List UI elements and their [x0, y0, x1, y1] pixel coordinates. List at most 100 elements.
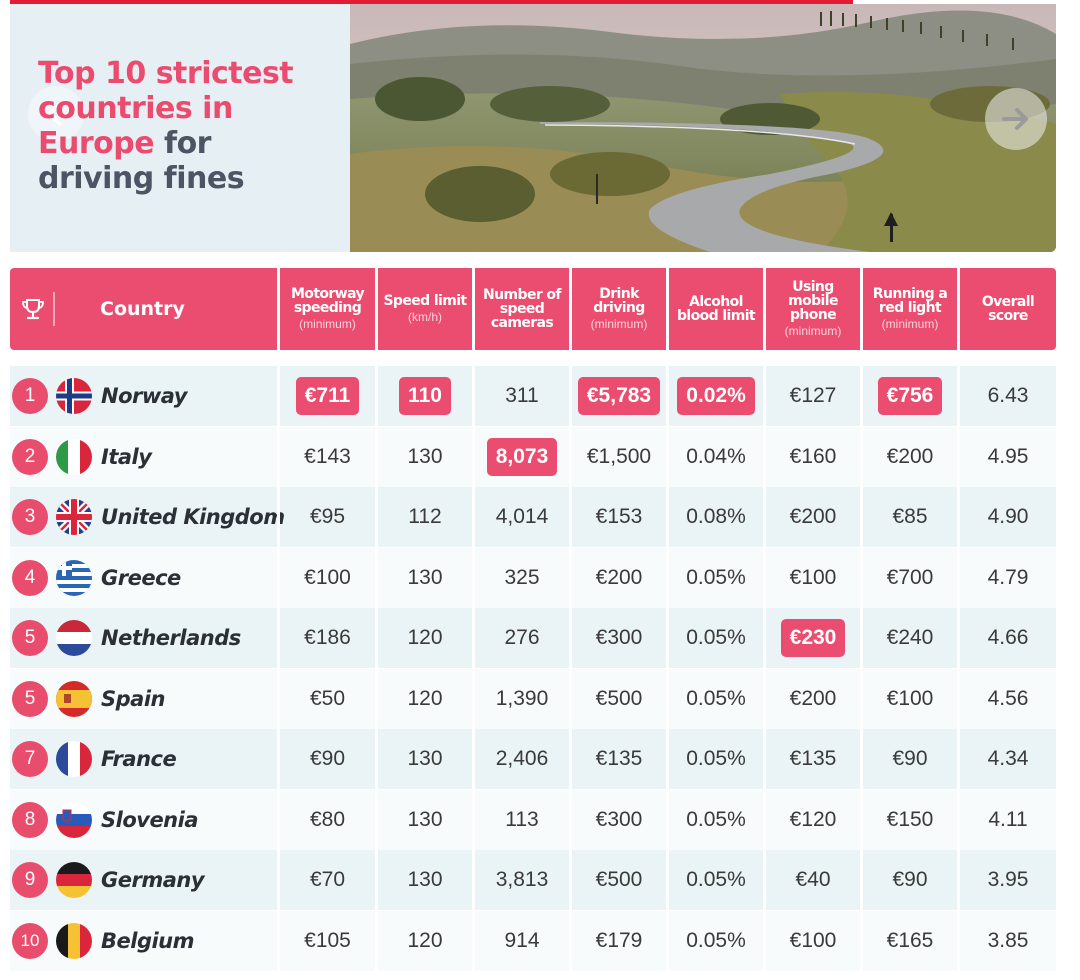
rank-badge: 5	[12, 620, 48, 656]
country-name: Spain	[101, 686, 165, 711]
table-row[interactable]: 3 United Kingdom €95 112 4,014 €153 0.08% €200 €…	[10, 487, 1056, 547]
cell-motorway: €90	[280, 729, 375, 789]
cell-value: 4,014	[495, 505, 549, 528]
column-divider	[860, 850, 863, 910]
netherlands-flag-icon	[56, 620, 92, 656]
column-divider	[763, 668, 766, 729]
header-motorway[interactable]: Motorway speeding (minimum)	[280, 268, 375, 350]
cell-value: 6.43	[987, 384, 1029, 407]
cell-alcohol: 0.02%	[669, 366, 763, 426]
cell-speed_limit: 130	[378, 427, 472, 487]
cell-cameras: 8,073	[475, 427, 569, 487]
cell-score: 4.56	[960, 669, 1056, 729]
hero-banner: Top 10 strictest countries in Europe for…	[10, 4, 1056, 252]
cell-drink: €500	[572, 669, 666, 729]
cell-value: 130	[407, 747, 443, 770]
header-cameras[interactable]: Number of speed cameras	[475, 268, 569, 350]
cell-redlight: €700	[863, 548, 957, 608]
table-row[interactable]: 2 Italy €143 130 8,073 €1,500 0.04% €160 €200 4.9…	[10, 426, 1056, 487]
cell-value: €500	[595, 686, 643, 710]
column-divider	[472, 608, 475, 668]
column-divider	[569, 487, 572, 547]
column-divider	[957, 487, 960, 547]
rank-badge: 1	[12, 378, 48, 414]
cell-value: 4.66	[987, 626, 1029, 649]
cell-motorway: €105	[280, 911, 375, 971]
header-label: Alcohol blood limit	[676, 294, 756, 324]
belgium-flag-icon	[56, 922, 92, 959]
rank-badge: 8	[12, 801, 48, 838]
slovenia-flag-icon	[56, 801, 92, 838]
table-row[interactable]: 8 Slovenia €80 130 113 €300 0.05% €120 €150 4.11	[10, 789, 1056, 850]
cell-score: 4.90	[960, 487, 1056, 547]
cell-value: €160	[789, 444, 837, 468]
table-row[interactable]: 4 Greece €100 130 325 €200 0.05% €100 €700 4.79	[10, 547, 1056, 608]
country-name: Slovenia	[101, 807, 199, 832]
header-country[interactable]: Country	[100, 298, 185, 320]
cell-motorway: €100	[280, 548, 375, 608]
column-divider	[375, 850, 378, 910]
table-row[interactable]: 10 Belgium €105 120 914 €179 0.05% €100 €165 3.85	[10, 910, 1056, 971]
column-divider	[666, 426, 669, 487]
header-sublabel: (minimum)	[881, 317, 939, 331]
table-row[interactable]: 9 Germany €70 130 3,813 €500 0.05% €40 €90 3.95	[10, 850, 1056, 910]
cell-alcohol: 0.05%	[669, 608, 763, 668]
column-divider	[763, 426, 766, 487]
previous-slide-button[interactable]	[28, 86, 84, 142]
cell-value: 130	[407, 565, 443, 589]
country-name: Netherlands	[101, 626, 241, 650]
column-divider	[763, 487, 766, 547]
header-label: Drink driving	[593, 286, 645, 316]
cell-value: €90	[892, 868, 928, 891]
column-divider	[860, 366, 863, 426]
next-slide-button[interactable]	[985, 88, 1047, 150]
cell-alcohol: 0.05%	[669, 790, 763, 850]
highlighted-value: 0.02%	[677, 377, 755, 415]
column-divider	[666, 547, 669, 608]
column-divider	[860, 608, 863, 668]
cell-value: €85	[892, 505, 928, 528]
cell-value: 120	[407, 686, 443, 710]
cell-value: 0.04%	[686, 444, 746, 468]
cell-mobile: €100	[766, 548, 860, 608]
header-speed_limit[interactable]: Speed limit (km/h)	[378, 268, 472, 350]
cell-value: 0.05%	[686, 747, 746, 770]
greece-flag-icon	[56, 559, 92, 596]
header-label: Overall score	[981, 294, 1035, 324]
table-row[interactable]: 7 France €90 130 2,406 €135 0.05% €135 €90 4.34	[10, 729, 1056, 789]
column-divider	[277, 729, 280, 789]
cell-drink: €153	[572, 487, 666, 547]
cell-motorway: €711	[280, 366, 375, 426]
column-divider	[957, 426, 960, 487]
highlighted-value: €5,783	[577, 377, 661, 415]
cell-alcohol: 0.05%	[669, 548, 763, 608]
cell-value: 0.05%	[686, 686, 746, 710]
table-row[interactable]: 1 Norway €711 110 311 €5,783 0.02% €127 €756 6.43	[10, 366, 1056, 426]
column-divider	[472, 789, 475, 850]
header-score[interactable]: Overall score	[960, 268, 1056, 350]
header-mobile[interactable]: Using mobile phone (minimum)	[766, 268, 860, 350]
cell-drink: €135	[572, 729, 666, 789]
cell-alcohol: 0.04%	[669, 427, 763, 487]
header-alcohol[interactable]: Alcohol blood limit	[669, 268, 763, 350]
cell-motorway: €70	[280, 850, 375, 910]
cell-mobile: €160	[766, 427, 860, 487]
column-divider	[472, 910, 475, 971]
column-divider	[860, 729, 863, 789]
header-divider	[472, 268, 475, 350]
column-divider	[375, 608, 378, 668]
cell-score: 4.95	[960, 427, 1056, 487]
table-row[interactable]: 5 Spain €50 120 1,390 €500 0.05% €200 €100 4.56	[10, 668, 1056, 729]
cell-redlight: €90	[863, 729, 957, 789]
column-divider	[277, 668, 280, 729]
cell-motorway: €50	[280, 669, 375, 729]
highlighted-value: €756	[877, 377, 943, 415]
header-drink[interactable]: Drink driving (minimum)	[572, 268, 666, 350]
cell-alcohol: 0.05%	[669, 850, 763, 910]
rank-badge: 7	[12, 741, 48, 777]
column-divider	[860, 487, 863, 547]
table-row[interactable]: 5 Netherlands €186 120 276 €300 0.05% €230 €240 4…	[10, 608, 1056, 668]
header-redlight[interactable]: Running a red light (minimum)	[863, 268, 957, 350]
cell-value: €500	[595, 868, 643, 891]
cell-value: 113	[505, 807, 539, 831]
